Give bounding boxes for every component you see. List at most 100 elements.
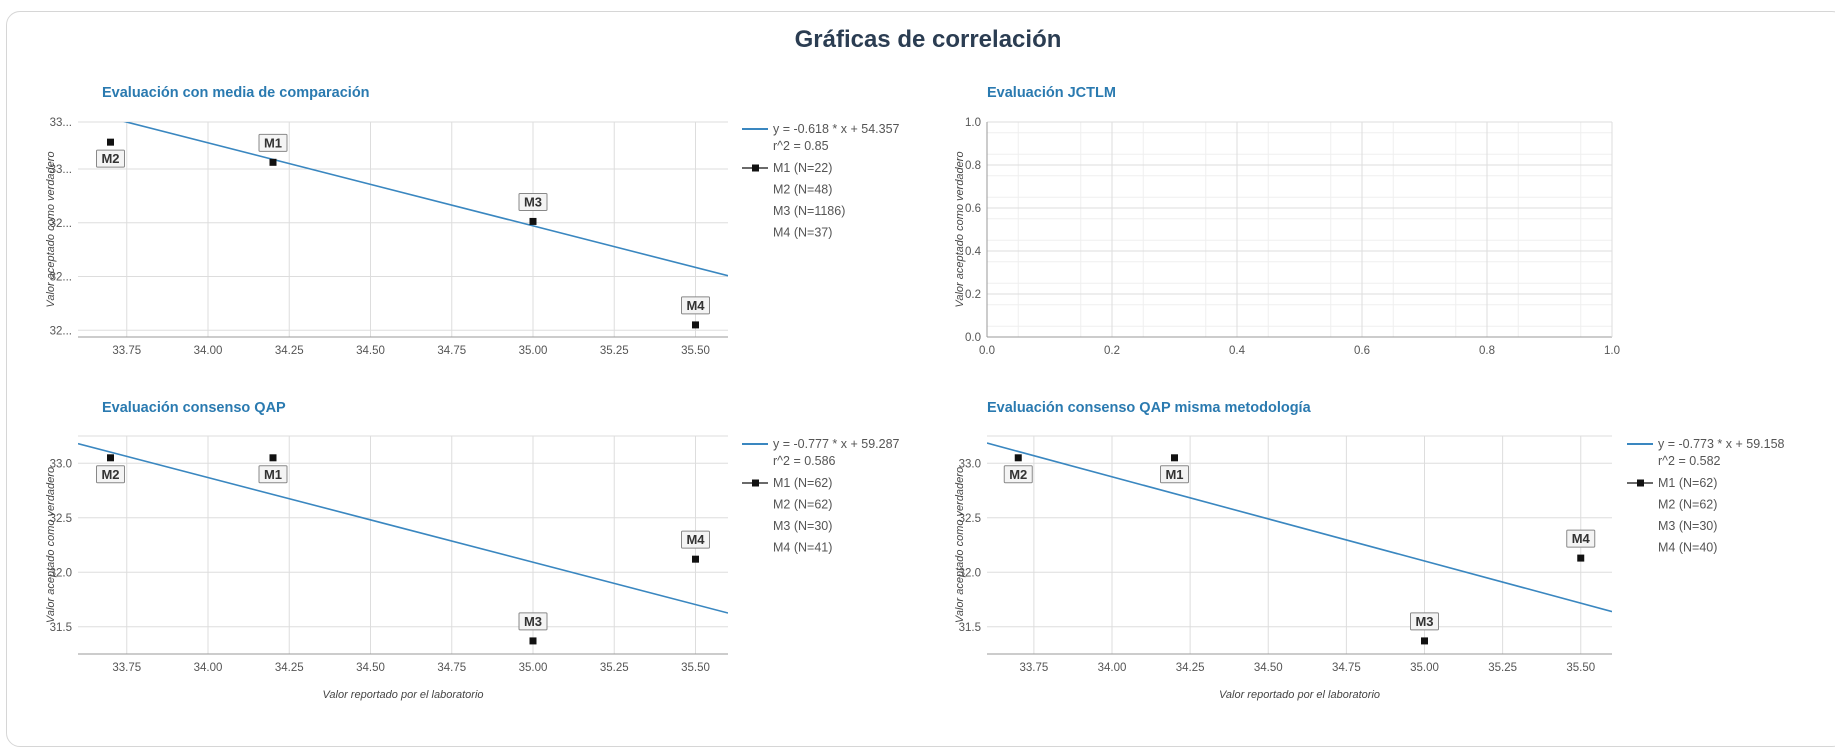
- chart4-legend-m1: M1 (N=62): [1658, 476, 1717, 490]
- chart4-point-label-box-m2: [1003, 465, 1033, 484]
- chart3-legend-point-swatch: [752, 479, 759, 487]
- chart2-x-tick-label: 0.0: [979, 345, 995, 357]
- chart4-x-tick-label: 34.25: [1176, 662, 1205, 674]
- chart3-trend-line: [78, 442, 728, 614]
- chart3-point-m1: [269, 454, 277, 462]
- chart4-point-m1: [1171, 454, 1178, 462]
- chart3-x-tick-label: 34.75: [437, 662, 466, 674]
- chart3-point-label-m4: M4: [686, 532, 705, 547]
- chart3-x-tick-label: 35.50: [681, 662, 710, 674]
- chart4-x-tick-label: 34.75: [1332, 662, 1361, 674]
- chart1-x-tick-label: 34.75: [437, 345, 466, 357]
- chart3-point-label-box-m2: [96, 465, 125, 484]
- chart4-x-tick-label: 34.50: [1254, 662, 1283, 674]
- chart3-x-tick-label: 34.25: [275, 662, 304, 674]
- chart1-trend-line: [123, 122, 728, 277]
- chart1-point-m1: [269, 158, 277, 166]
- chart1-x-tick-label: 34.00: [194, 345, 223, 357]
- panel-title-qap: Evaluación consenso QAP: [102, 400, 286, 416]
- chart3-point-label-m1: M1: [264, 467, 282, 482]
- chart4-y-tick-label: 33.0: [959, 458, 981, 470]
- chart3-legend-m2: M2 (N=62): [773, 498, 832, 512]
- chart1-x-tick-label: 35.50: [681, 345, 710, 357]
- chart2-x-tick-label: 0.4: [1229, 345, 1246, 357]
- chart1-y-tick-label: 32...: [50, 218, 72, 230]
- chart2-y-tick-label: 0.2: [965, 289, 981, 301]
- chart4-x-axis-label: Valor reportado por el laboratorio: [1219, 689, 1380, 701]
- chart3-point-m3: [529, 637, 537, 645]
- chart1-y-tick-label: 32...: [50, 325, 72, 337]
- chart4-legend-equation: y = -0.773 * x + 59.158: [1658, 437, 1785, 451]
- chart1-legend-m2: M2 (N=48): [773, 183, 832, 197]
- chart-card: [6, 11, 1835, 747]
- chart3-y-tick-label: 32.0: [50, 567, 72, 579]
- chart3-legend-r2: r^2 = 0.586: [773, 454, 836, 468]
- chart1-y-tick-label: 33...: [50, 164, 72, 176]
- chart1-x-tick-label: 35.25: [600, 345, 629, 357]
- chart3-y-axis-label: Valor aceptado como verdadero: [45, 467, 57, 623]
- chart4-legend-m3: M3 (N=30): [1658, 519, 1717, 533]
- chart1-point-label-m4: M4: [686, 298, 705, 313]
- chart2-y-tick-label: 0.6: [965, 203, 981, 215]
- chart3-x-tick-label: 34.50: [356, 662, 385, 674]
- chart4-point-label-box-m3: [1410, 612, 1439, 631]
- chart3-point-label-m3: M3: [524, 614, 542, 629]
- chart4-y-tick-label: 31.5: [959, 622, 981, 634]
- chart2-x-tick-label: 0.2: [1104, 345, 1120, 357]
- chart4-x-tick-label: 35.00: [1410, 662, 1439, 674]
- chart2-y-tick-label: 0.0: [965, 332, 981, 344]
- chart3-point-m4: [692, 555, 699, 563]
- page-title: Gráficas de correlación: [794, 26, 1062, 53]
- chart4-y-tick-label: 32.5: [959, 513, 981, 525]
- chart1-legend-m4: M4 (N=37): [773, 226, 832, 240]
- chart2-x-tick-label: 0.6: [1354, 345, 1370, 357]
- chart1-y-tick-label: 33...: [50, 117, 72, 129]
- chart4-legend-point-swatch: [1637, 479, 1644, 487]
- chart3-legend-m1: M1 (N=62): [773, 476, 832, 490]
- chart4-legend-m2: M2 (N=62): [1658, 498, 1717, 512]
- chart4-legend-r2: r^2 = 0.582: [1658, 454, 1721, 468]
- chart4-x-tick-label: 35.50: [1566, 662, 1595, 674]
- chart4-point-label-m2: M2: [1009, 467, 1027, 482]
- chart3-y-tick-label: 32.5: [50, 513, 72, 525]
- chart3-point-m2: [107, 454, 114, 462]
- chart1-legend-point-swatch: [752, 164, 759, 172]
- chart1-point-m2: [107, 138, 114, 146]
- chart4-point-m2: [1014, 454, 1022, 462]
- chart3-x-tick-label: 33.75: [112, 662, 141, 674]
- chart4-point-label-m3: M3: [1415, 614, 1433, 629]
- chart3-x-tick-label: 34.00: [194, 662, 223, 674]
- chart1-x-tick-label: 34.50: [356, 345, 385, 357]
- chart1-point-label-m3: M3: [524, 194, 542, 209]
- chart2-y-tick-label: 0.8: [965, 160, 981, 172]
- chart1-legend-equation: y = -0.618 * x + 54.357: [773, 122, 900, 136]
- chart1-point-m4: [692, 321, 699, 329]
- chart1-point-label-box-m3: [518, 192, 548, 211]
- chart4-point-label-m4: M4: [1572, 531, 1591, 546]
- chart4-point-m3: [1421, 637, 1428, 645]
- chart4-y-tick-label: 32.0: [959, 567, 981, 579]
- chart2-y-tick-label: 1.0: [965, 117, 981, 129]
- chart4-trend-line: [987, 442, 1612, 613]
- chart3-y-tick-label: 33.0: [50, 458, 72, 470]
- chart1-y-axis-label: Valor aceptado como verdadero: [45, 151, 57, 307]
- chart3-point-label-box-m3: [518, 612, 548, 631]
- chart4-x-tick-label: 35.25: [1488, 662, 1517, 674]
- chart1-x-tick-label: 33.75: [112, 345, 141, 357]
- chart3-point-label-box-m4: [681, 530, 710, 549]
- chart1-point-label-box-m2: [96, 149, 125, 168]
- chart1-legend-r2: r^2 = 0.85: [773, 139, 829, 153]
- chart3-point-label-m2: M2: [101, 467, 119, 482]
- chart3-point-label-box-m1: [258, 465, 288, 484]
- chart4-point-label-box-m1: [1160, 465, 1189, 484]
- chart3-x-tick-label: 35.25: [600, 662, 629, 674]
- chart3-legend-equation: y = -0.777 * x + 59.287: [773, 437, 900, 451]
- panel-title-qap-metodologia: Evaluación consenso QAP misma metodologí…: [987, 400, 1311, 416]
- chart3-legend-m3: M3 (N=30): [773, 519, 832, 533]
- chart3-x-axis-label: Valor reportado por el laboratorio: [322, 689, 483, 701]
- chart1-point-label-box-m4: [681, 296, 710, 315]
- chart1-point-label-m2: M2: [101, 151, 119, 166]
- chart4-legend-m4: M4 (N=40): [1658, 541, 1717, 555]
- chart2-x-tick-label: 0.8: [1479, 345, 1495, 357]
